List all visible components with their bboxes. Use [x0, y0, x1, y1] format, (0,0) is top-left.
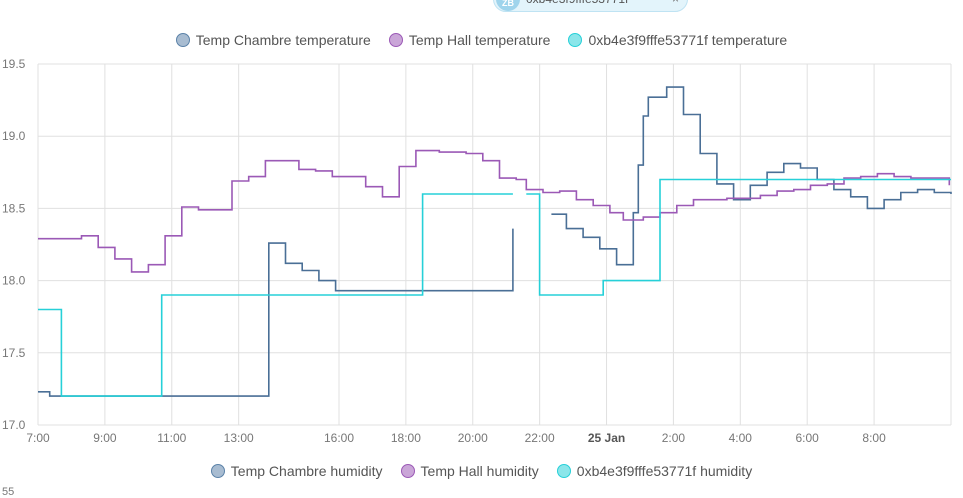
legend-label: 0xb4e3f9fffe53771f temperature — [588, 32, 788, 48]
y-tick-label: 18.0 — [2, 274, 26, 288]
y-tick-label: 17.5 — [2, 346, 26, 360]
series-line — [38, 149, 951, 273]
temperature-chart: 17.0 17.5 18.0 18.5 19.0 19.5 7:00 9:00 11:00 13:… — [2, 57, 952, 445]
legend-label: Temp Hall temperature — [408, 32, 551, 48]
x-tick-label: 13:00 — [224, 431, 254, 445]
x-tick-label: 18:00 — [391, 431, 421, 445]
series-line — [38, 228, 514, 397]
legend-swatch-icon — [388, 33, 403, 47]
legend-swatch-icon — [210, 464, 225, 478]
x-tick-label: 8:00 — [862, 431, 886, 445]
legend-swatch-icon — [175, 33, 190, 47]
device-filter-chip[interactable]: ZB 0xb4e3f9fffe53771f × — [493, 0, 688, 12]
bottom-legend-item[interactable]: Temp Hall humidity — [400, 463, 539, 479]
legend-label: Temp Hall humidity — [420, 463, 539, 479]
series-line — [38, 193, 513, 397]
legend-swatch-icon — [556, 464, 571, 478]
chip-label: 0xb4e3f9fffe53771f — [526, 0, 628, 6]
x-tick-label: 9:00 — [93, 431, 117, 445]
x-tick-label: 6:00 — [796, 431, 820, 445]
legend-label: Temp Chambre humidity — [230, 463, 383, 479]
x-tick-label: 4:00 — [729, 431, 753, 445]
legend-swatch-icon — [568, 33, 583, 47]
next-chart-y-tick: 55 — [2, 486, 15, 498]
x-tick-label: 2:00 — [662, 431, 686, 445]
bottom-legend-item[interactable]: Temp Chambre humidity — [210, 463, 383, 479]
close-icon[interactable]: × — [672, 0, 679, 6]
top-legend-item[interactable]: Temp Chambre temperature — [175, 32, 371, 48]
y-tick-label: 19.5 — [2, 57, 26, 71]
bottom-legend-item[interactable]: 0xb4e3f9fffe53771f humidity — [556, 463, 753, 479]
y-tick-label: 17.0 — [2, 418, 26, 432]
top-legend: Temp Chambre temperature Temp Hall temper… — [0, 29, 963, 51]
legend-swatch-icon — [400, 464, 415, 478]
x-tick-label: 25 Jan — [588, 431, 625, 445]
series-line — [551, 86, 952, 266]
x-tick-label: 11:00 — [157, 431, 186, 445]
x-tick-label: 16:00 — [324, 431, 354, 445]
legend-label: Temp Chambre temperature — [195, 32, 371, 48]
legend-label: 0xb4e3f9fffe53771f humidity — [576, 463, 753, 479]
top-legend-item[interactable]: Temp Hall temperature — [388, 32, 551, 48]
series-line — [526, 178, 951, 296]
x-tick-label: 22:00 — [525, 431, 555, 445]
top-legend-item[interactable]: 0xb4e3f9fffe53771f temperature — [568, 32, 787, 48]
y-tick-label: 18.5 — [2, 201, 26, 215]
bottom-legend: Temp Chambre humidity Temp Hall humidity 0… — [0, 460, 963, 482]
x-tick-label: 20:00 — [458, 431, 488, 445]
y-tick-label: 19.0 — [2, 129, 26, 143]
x-tick-label: 7:00 — [26, 431, 50, 445]
zigbee-icon: ZB — [496, 0, 520, 11]
